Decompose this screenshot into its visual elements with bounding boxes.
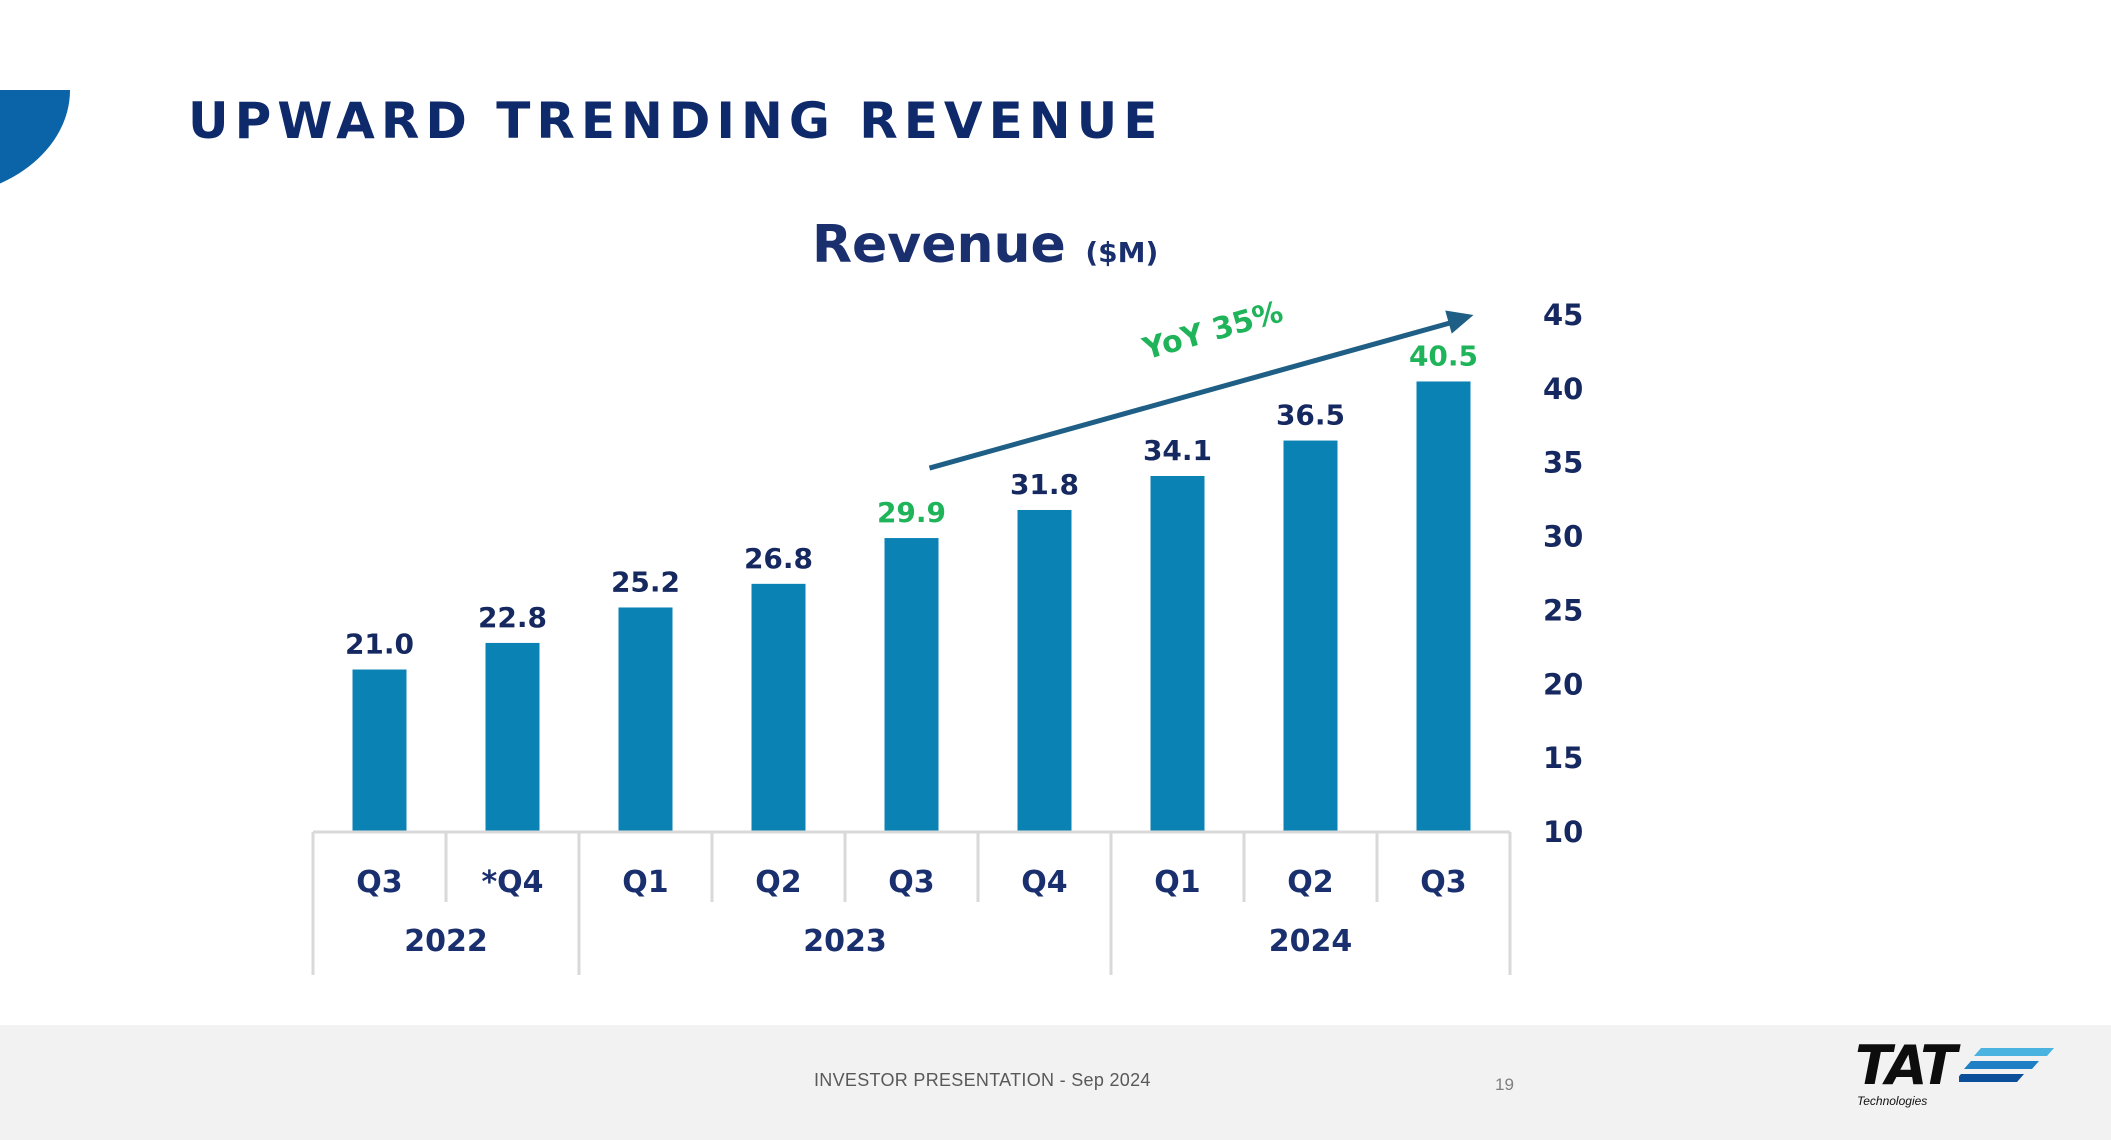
category-label-0: Q3 xyxy=(356,865,402,900)
group-label-0: 2022 xyxy=(404,924,488,959)
logo-wordmark: TAT xyxy=(1855,1034,1957,1097)
y-tick-label-1: 15 xyxy=(1543,741,1583,775)
page-title: UPWARD TRENDING REVENUE xyxy=(188,92,1164,150)
bar-1 xyxy=(485,642,540,832)
logo-stripes-icon xyxy=(1959,1048,2054,1082)
bar-8 xyxy=(1416,381,1471,832)
category-label-2: Q1 xyxy=(622,865,668,900)
bar-7 xyxy=(1283,440,1338,832)
yoy-arrow-head xyxy=(1445,310,1474,334)
data-label-1: 22.8 xyxy=(478,601,547,634)
yoy-annotation-label: YoY 35% xyxy=(1138,295,1287,368)
bar-2 xyxy=(618,607,673,832)
company-logo: TAT Technologies xyxy=(1855,1034,2055,1108)
category-label-3: Q2 xyxy=(755,865,801,900)
category-label-5: Q4 xyxy=(1021,865,1067,900)
data-label-6: 34.1 xyxy=(1143,434,1212,467)
yoy-arrow-line xyxy=(928,319,1455,471)
logo-subtext: Technologies xyxy=(1857,1094,1928,1108)
bar-5 xyxy=(1017,509,1072,832)
chart-title-unit: ($M) xyxy=(1085,236,1158,269)
data-label-3: 26.8 xyxy=(744,542,813,575)
data-label-2: 25.2 xyxy=(611,565,680,598)
bar-4 xyxy=(884,538,939,832)
y-tick-label-6: 40 xyxy=(1543,372,1583,406)
y-tick-label-3: 25 xyxy=(1543,593,1583,627)
revenue-chart: Revenue ($M) 21.0 22.8 25.2 26.8 29.9 31.8 34.… xyxy=(311,215,1583,975)
bar-0 xyxy=(352,669,407,832)
chart-title: Revenue ($M) xyxy=(812,215,1158,275)
data-label-7: 36.5 xyxy=(1276,399,1345,432)
data-label-4: 29.9 xyxy=(877,496,946,529)
category-label-1: *Q4 xyxy=(481,865,543,900)
group-label-2: 2024 xyxy=(1269,924,1353,959)
category-label-6: Q1 xyxy=(1154,865,1200,900)
category-label-8: Q3 xyxy=(1420,865,1466,900)
footer-text: INVESTOR PRESENTATION - Sep 2024 xyxy=(814,1070,1151,1090)
category-label-7: Q2 xyxy=(1287,865,1333,900)
data-label-0: 21.0 xyxy=(345,628,414,661)
data-label-5: 31.8 xyxy=(1010,468,1079,501)
footer-bar xyxy=(0,1025,2111,1140)
category-label-4: Q3 xyxy=(888,865,934,900)
chart-title-main: Revenue xyxy=(812,215,1066,275)
data-label-8: 40.5 xyxy=(1409,339,1478,372)
y-tick-label-5: 35 xyxy=(1543,446,1583,480)
group-label-1: 2023 xyxy=(803,924,887,959)
bar-6 xyxy=(1150,476,1205,832)
y-tick-label-0: 10 xyxy=(1543,815,1583,849)
y-tick-label-4: 30 xyxy=(1543,520,1583,554)
bar-3 xyxy=(751,583,806,832)
y-tick-label-2: 20 xyxy=(1543,667,1583,701)
y-tick-label-7: 45 xyxy=(1543,298,1583,332)
page-number: 19 xyxy=(1495,1075,1514,1094)
